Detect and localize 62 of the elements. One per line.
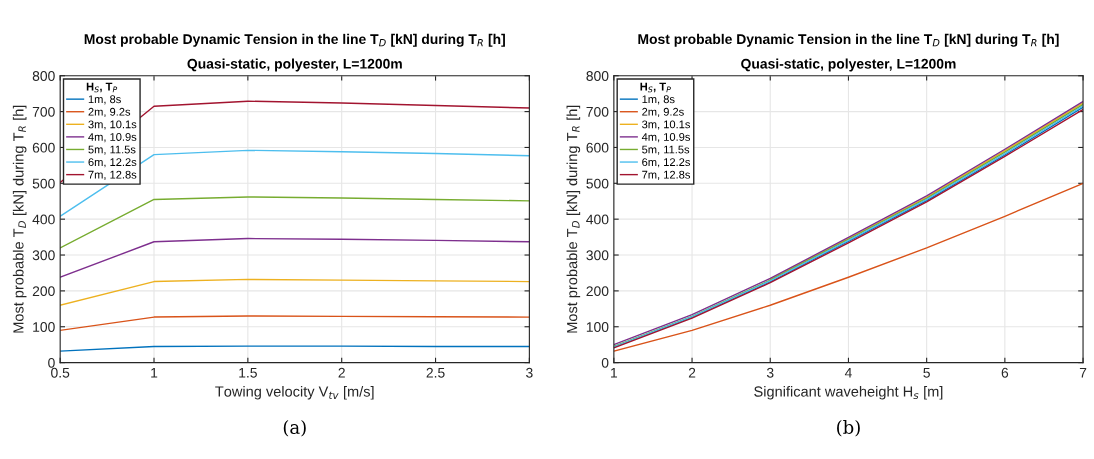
- chart-title: Most probable Dynamic Tension in the line T$_{D}$ [kN] during T$_{R}$ [h]: [84, 33, 505, 47]
- legend-label: 5m, 11.5s: [88, 145, 136, 155]
- y-tick-label: 300: [586, 250, 609, 261]
- y-tick-label: 500: [32, 178, 55, 189]
- chart-subtitle: Quasi-static, polyester, L=1200m: [187, 58, 402, 72]
- line-series: [60, 237, 530, 278]
- legend-label: 4m, 10.9s: [88, 133, 137, 143]
- line-series: [60, 196, 530, 249]
- x-tick-label: 2: [338, 367, 345, 378]
- y-tick-label: 0: [48, 357, 55, 368]
- y-tick-label: 300: [32, 250, 55, 261]
- line-series: [60, 315, 530, 332]
- text: (a): [283, 419, 306, 437]
- y-tick-label: 200: [32, 286, 55, 297]
- text: (b): [837, 419, 860, 437]
- legend-title: H$_{S}$, T$_{P}$: [86, 82, 118, 93]
- y-tick-label: 100: [33, 322, 55, 332]
- y-tick-label: 800: [586, 71, 609, 81]
- legend-label: 6m, 12.2s: [642, 158, 691, 168]
- legend-label: 2m, 9.2s: [88, 107, 131, 118]
- legend-label: 5m, 11.5s: [642, 145, 690, 155]
- legend-label: 1m, 8s: [642, 95, 675, 105]
- y-tick-label: 200: [586, 286, 609, 297]
- y-axis-title: Most probable T$_{D}$ [kN] during T$_{R}$ [h]: [566, 105, 581, 333]
- x-tick-label: 7: [1079, 367, 1087, 378]
- legend-label: 4m, 10.9s: [641, 133, 691, 143]
- x-axis-title: Significant waveheight H$_{s}$ [m]: [754, 385, 943, 400]
- legend-label: 1m, 8s: [88, 95, 121, 105]
- x-tick-label: 3: [526, 367, 533, 378]
- y-tick-label: 600: [586, 142, 609, 153]
- legend-label: 7m, 12.8s: [88, 170, 137, 180]
- line-series: [613, 182, 1084, 352]
- y-axis-title: Most probable T$_{D}$ [kN] during T$_{R}$ [h]: [12, 105, 27, 333]
- legend-label: 2m, 9.2s: [642, 107, 684, 118]
- chart-title: Most probable Dynamic Tension in the line T$_{D}$ [kN] during T$_{R}$ [h]: [638, 33, 1059, 47]
- x-tick-label: 5: [923, 367, 930, 378]
- legend-label: 3m, 10.1s: [88, 120, 137, 130]
- y-tick-label: 400: [586, 214, 609, 225]
- y-tick-label: 700: [586, 106, 609, 117]
- x-tick-label: 1: [611, 367, 618, 378]
- y-tick-label: 600: [32, 142, 55, 153]
- x-tick-label: 0.5: [51, 367, 70, 378]
- x-tick-label: 6: [1001, 367, 1009, 378]
- x-tick-label: 2: [688, 367, 696, 378]
- legend-label: 6m, 12.2s: [88, 158, 137, 168]
- y-tick-label: 800: [32, 71, 55, 81]
- line-series: [60, 278, 530, 306]
- y-tick-label: 100: [586, 322, 609, 332]
- x-tick-label: 2.5: [426, 367, 445, 378]
- y-tick-label: 400: [32, 214, 55, 225]
- legend-label: 7m, 12.8s: [642, 170, 691, 180]
- x-tick-label: 4: [844, 367, 852, 378]
- y-tick-label: 0: [601, 357, 609, 368]
- legend-label: 3m, 10.1s: [642, 120, 691, 130]
- legend-title: H$_{S}$, T$_{P}$: [640, 82, 671, 93]
- x-tick-label: 1: [151, 367, 158, 378]
- x-tick-label: 3: [766, 367, 774, 378]
- x-tick-label: 1.5: [239, 367, 257, 378]
- chart-subtitle: Quasi-static, polyester, L=1200m: [741, 58, 956, 72]
- x-axis-title: Towing velocity V$_{tv}$ [m/s]: [215, 385, 374, 400]
- y-tick-label: 700: [32, 106, 55, 117]
- y-tick-label: 500: [586, 178, 609, 189]
